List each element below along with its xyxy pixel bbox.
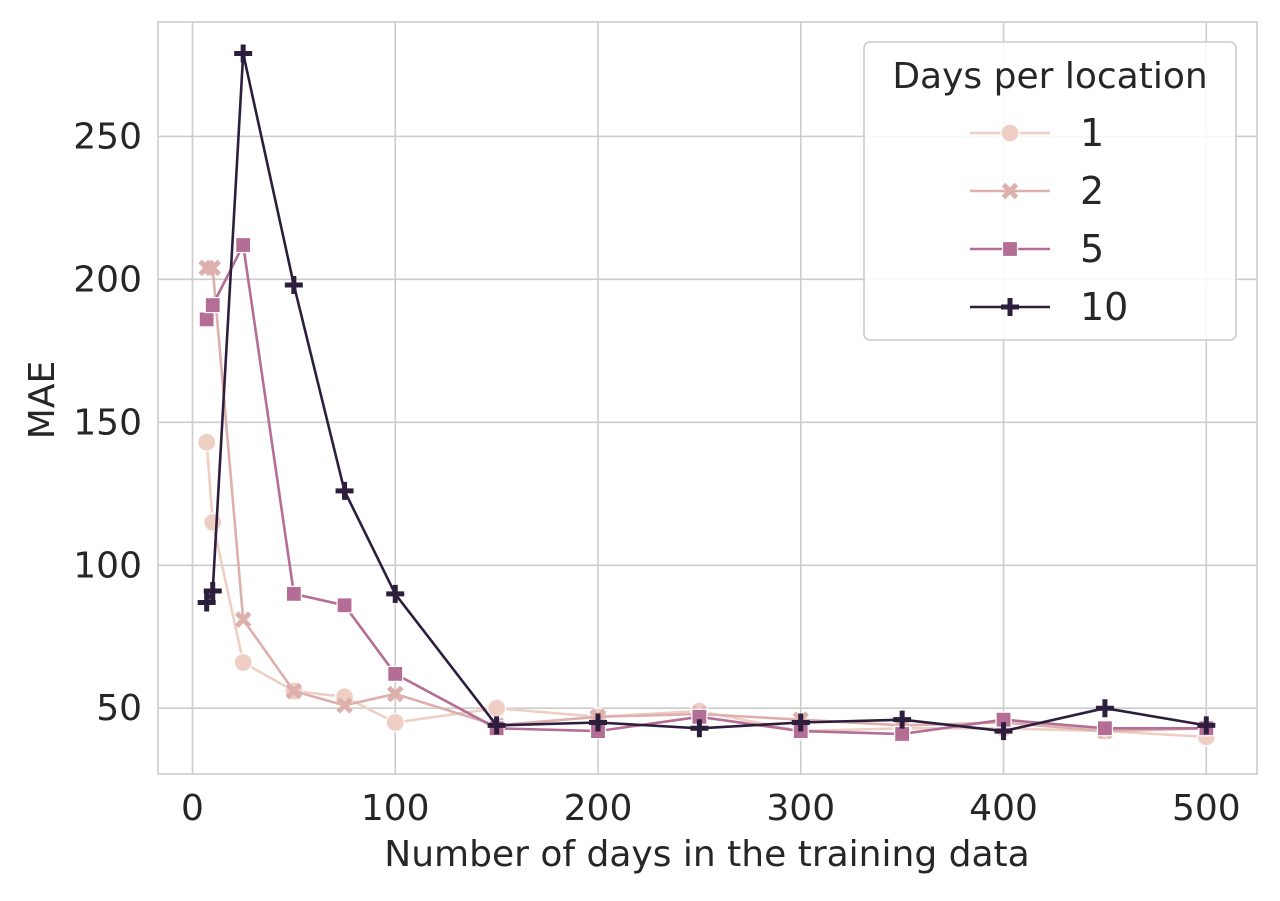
data-point-10 <box>487 716 506 735</box>
data-point-10 <box>203 582 222 601</box>
legend-marker-square <box>1001 240 1019 258</box>
data-point-10 <box>1095 699 1114 718</box>
x-tick-label: 0 <box>181 788 204 829</box>
data-point-2 <box>285 682 303 700</box>
plot-frame <box>157 21 1258 775</box>
data-point-2 <box>386 685 404 703</box>
x-tick-label: 200 <box>564 788 633 829</box>
legend-marker-x <box>1001 182 1019 200</box>
data-point-5 <box>336 597 353 614</box>
x-tick-label: 500 <box>1172 788 1241 829</box>
data-point-1 <box>197 432 217 452</box>
data-point-10 <box>994 722 1013 741</box>
data-point-5 <box>204 296 221 314</box>
y-tick-label: 200 <box>73 259 142 300</box>
legend-marker-plus <box>1001 298 1019 316</box>
legend-label: 1 <box>1080 111 1104 155</box>
data-point-5 <box>1096 720 1114 737</box>
legend-label: 10 <box>1080 285 1128 329</box>
x-tick-label: 300 <box>766 788 835 829</box>
data-point-10 <box>893 710 912 729</box>
legend-entry-2: 2 <box>970 169 1104 213</box>
legend-label: 2 <box>1080 169 1104 213</box>
data-point-10 <box>1197 716 1216 735</box>
y-tick-label: 250 <box>73 116 142 157</box>
data-point-10 <box>690 719 709 738</box>
series-layer <box>197 44 1216 747</box>
data-point-10 <box>335 481 354 500</box>
y-tick-label: 150 <box>73 402 142 443</box>
data-point-10 <box>589 713 608 732</box>
data-point-10 <box>791 713 810 732</box>
tick-labels: 0 100 200 300 400 500 50 100 150 200 250 <box>73 116 1240 829</box>
data-point-2 <box>336 697 353 714</box>
legend-entry-5: 5 <box>970 227 1104 271</box>
series-line-10 <box>205 52 1207 733</box>
data-point-1 <box>233 652 253 673</box>
data-point-10 <box>284 276 303 295</box>
x-axis-label: Number of days in the training data <box>384 834 1029 875</box>
data-point-5 <box>387 665 404 683</box>
legend-marker-circle <box>1000 123 1020 143</box>
data-point-1 <box>385 712 405 733</box>
data-point-5 <box>235 236 252 254</box>
data-point-2 <box>204 259 222 277</box>
legend-entry-1: 1 <box>970 111 1104 155</box>
y-tick-label: 100 <box>73 545 142 586</box>
series-10 <box>197 44 1216 741</box>
series-line-5 <box>205 243 1207 736</box>
legend-label: 5 <box>1080 227 1104 271</box>
legend: Days per location 1 2 5 10 <box>863 41 1237 341</box>
x-tick-label: 400 <box>969 788 1038 829</box>
y-tick-label: 50 <box>96 688 142 729</box>
data-point-10 <box>386 584 405 603</box>
data-point-1 <box>203 512 223 532</box>
data-point-2 <box>234 611 252 628</box>
legend-title: Days per location <box>892 56 1207 97</box>
data-point-5 <box>894 725 911 743</box>
data-point-5 <box>285 585 302 602</box>
x-tick-label: 100 <box>361 788 430 829</box>
data-point-1 <box>487 698 507 718</box>
legend-entries: 1 2 5 10 <box>970 111 1128 329</box>
data-point-5 <box>198 311 215 328</box>
legend-entry-10: 10 <box>970 285 1128 329</box>
data-point-10 <box>234 44 253 63</box>
y-axis-label: MAE <box>22 361 63 439</box>
data-point-10 <box>197 593 216 612</box>
